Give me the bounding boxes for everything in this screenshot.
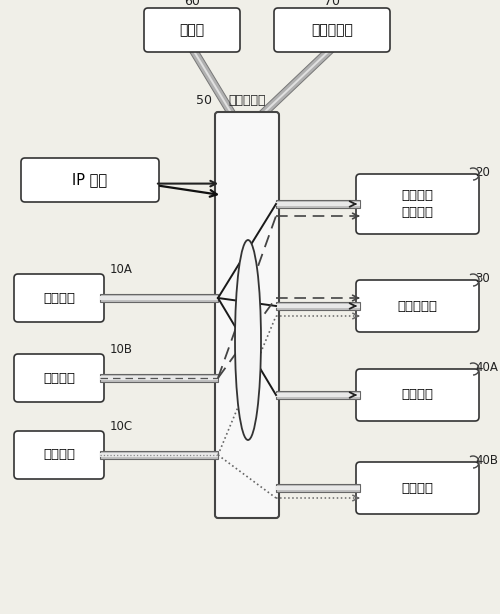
Polygon shape [261, 47, 332, 115]
Text: IP 多播: IP 多播 [72, 173, 108, 187]
Bar [100, 296, 218, 300]
FancyBboxPatch shape [274, 8, 390, 52]
Text: 显示设备: 显示设备 [402, 481, 434, 494]
Bar [100, 453, 218, 457]
Text: 网络交换机: 网络交换机 [228, 94, 266, 107]
Text: 30: 30 [475, 272, 490, 285]
Polygon shape [188, 46, 236, 117]
FancyBboxPatch shape [14, 274, 104, 322]
Text: 10A: 10A [110, 263, 133, 276]
Bar [276, 486, 360, 490]
FancyBboxPatch shape [356, 174, 479, 234]
Bar [276, 304, 360, 308]
FancyBboxPatch shape [14, 431, 104, 479]
Bar [100, 376, 218, 380]
Bar [276, 393, 360, 397]
Polygon shape [191, 47, 234, 115]
Bar [100, 294, 218, 302]
Bar [276, 391, 360, 399]
FancyBboxPatch shape [14, 354, 104, 402]
FancyBboxPatch shape [21, 158, 159, 202]
FancyBboxPatch shape [356, 462, 479, 514]
Text: 50: 50 [196, 94, 212, 107]
Text: 10B: 10B [110, 343, 133, 356]
Bar [276, 202, 360, 206]
Text: 40A: 40A [475, 361, 498, 374]
Text: 10C: 10C [110, 420, 133, 433]
Text: 记录设备
（存档）: 记录设备 （存档） [402, 189, 434, 219]
Text: 视频切换器: 视频切换器 [398, 300, 438, 313]
Text: 显示设备: 显示设备 [402, 389, 434, 402]
FancyBboxPatch shape [356, 369, 479, 421]
Bar [100, 451, 218, 459]
FancyBboxPatch shape [215, 112, 279, 518]
Polygon shape [258, 45, 335, 118]
FancyBboxPatch shape [356, 280, 479, 332]
Ellipse shape [235, 240, 261, 440]
Text: 40B: 40B [475, 454, 498, 467]
Text: 成像设备: 成像设备 [43, 371, 75, 384]
Bar [276, 484, 360, 492]
Text: 控制器: 控制器 [180, 23, 204, 37]
Bar [100, 374, 218, 382]
Bar [276, 200, 360, 208]
Text: 网络管理器: 网络管理器 [311, 23, 353, 37]
Text: 20: 20 [475, 166, 490, 179]
Text: 60: 60 [184, 0, 200, 8]
Bar [276, 302, 360, 310]
Text: 70: 70 [324, 0, 340, 8]
Text: 成像设备: 成像设备 [43, 292, 75, 305]
Text: 成像设备: 成像设备 [43, 448, 75, 462]
FancyBboxPatch shape [144, 8, 240, 52]
